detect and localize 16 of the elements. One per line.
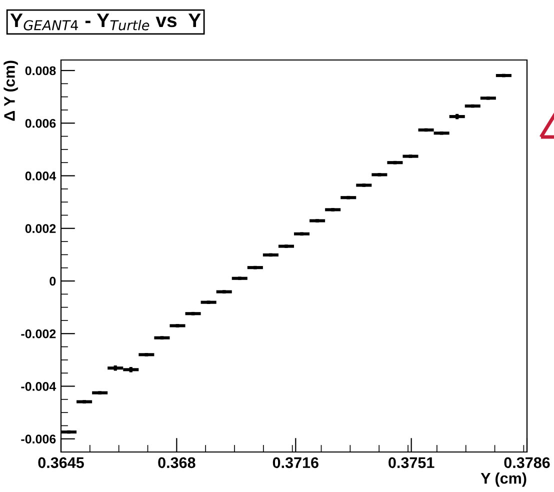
y-tick-label: 0 xyxy=(50,276,56,286)
y-tick-label: -0.004 xyxy=(21,382,56,391)
y-axis-title: Δ Y (cm) xyxy=(4,60,18,121)
y-tick-label: 0.006 xyxy=(25,118,56,128)
x-tick-label: 0.3716 xyxy=(272,457,318,468)
y-tick-label: 0.002 xyxy=(25,224,56,234)
chart-title: Y$_{GEANT4}$ - Y$_{Turtle}$ vs Y xyxy=(10,14,201,30)
x-tick-label: 0.3786 xyxy=(504,457,550,468)
y-tick-label: 0.008 xyxy=(25,66,56,76)
x-tick-label: 0.368 xyxy=(158,457,196,468)
y-tick-label: 0.004 xyxy=(25,172,56,180)
x-tick-label: 0.3645 xyxy=(38,457,84,468)
x-axis-title: Y (cm) xyxy=(480,472,526,487)
y-tick-label: -0.006 xyxy=(21,434,56,444)
y-tick-label: -0.002 xyxy=(21,329,56,338)
x-tick-label: 0.3751 xyxy=(388,457,434,468)
